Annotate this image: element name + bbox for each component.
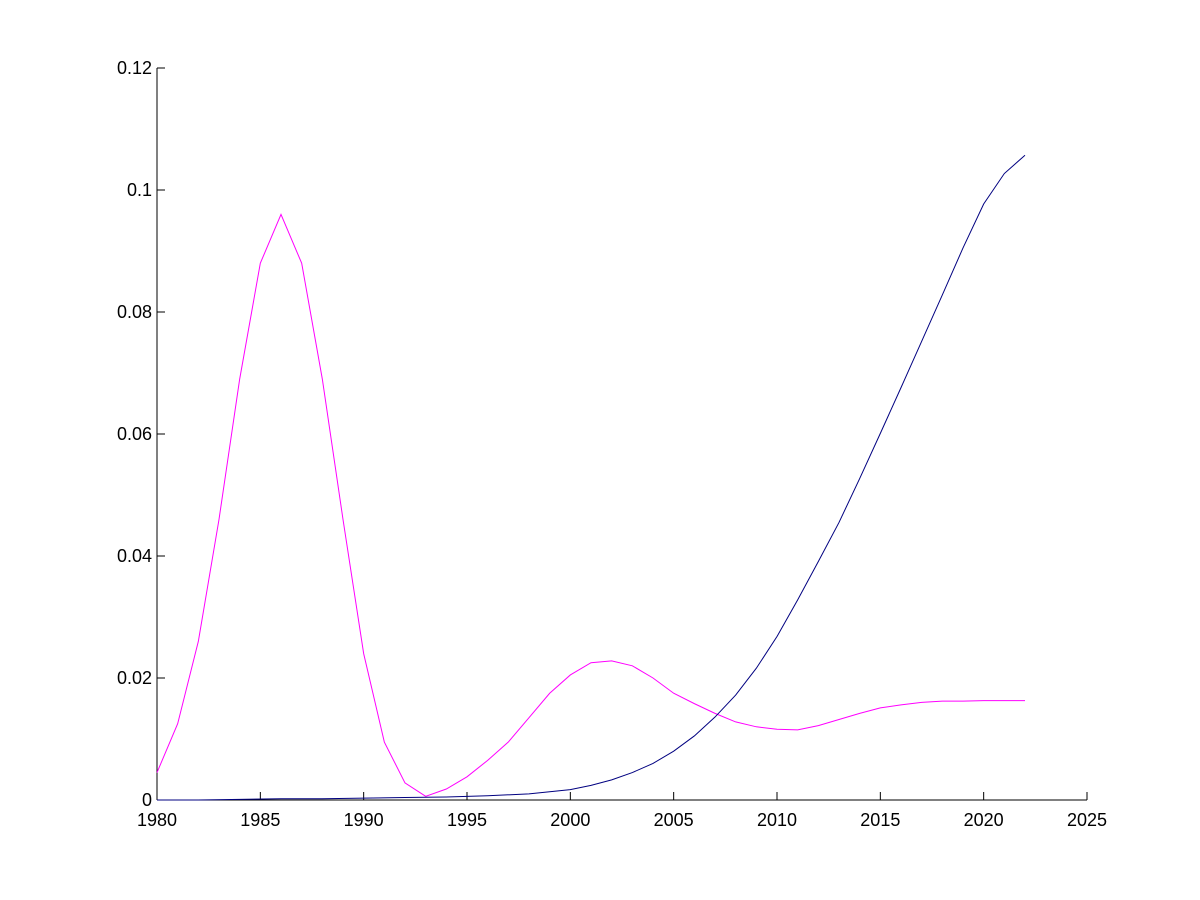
x-tick-label: 2020 [964,810,1004,830]
x-tick-label: 1995 [447,810,487,830]
y-tick-label: 0.12 [117,58,152,78]
series-layer [156,154,1026,801]
y-tick-label: 0.08 [117,302,152,322]
x-tick-label: 2015 [860,810,900,830]
series-line-2 [157,154,1026,801]
axes: 1980 1985 1990 1995 2000 2005 2010 2015 2020 2025… [117,58,1107,830]
y-tick-label: 0 [142,790,152,810]
y-tick-label: 0.1 [127,180,152,200]
x-tick-label: 1980 [137,810,177,830]
y-tick-label: 0.06 [117,424,152,444]
y-tick-label: 0.04 [117,546,152,566]
x-tick-label: 2000 [550,810,590,830]
x-tick-label: 2025 [1067,810,1107,830]
x-tick-label: 2005 [654,810,694,830]
series-line-1 [156,213,1025,797]
x-tick-label: 1990 [344,810,384,830]
y-tick-label: 0.02 [117,668,152,688]
x-tick-label: 1985 [240,810,280,830]
x-tick-label: 2010 [757,810,797,830]
